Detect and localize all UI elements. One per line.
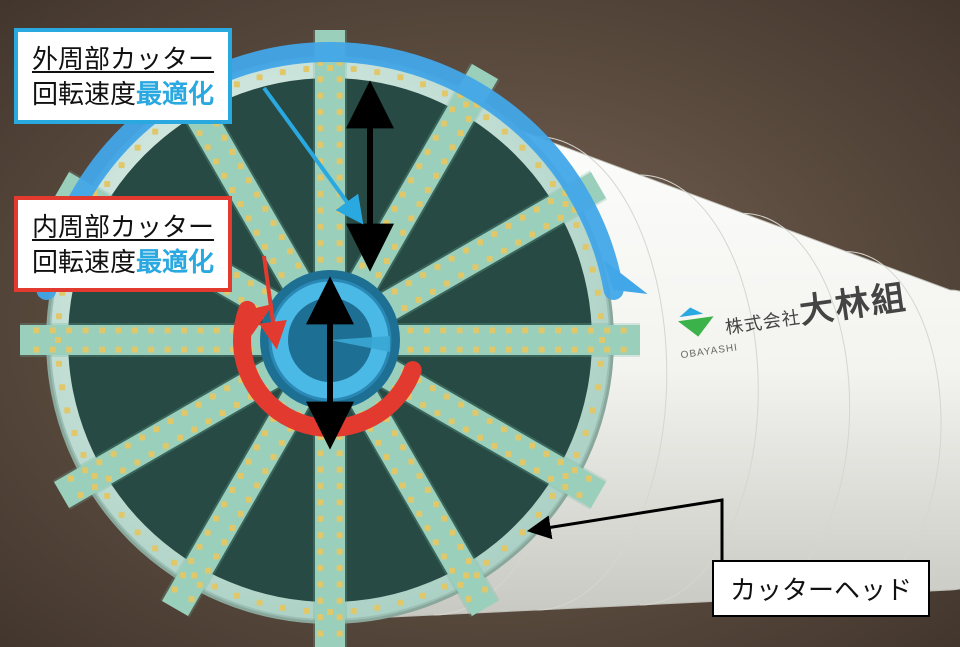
callout-inner-cutter: 内周部カッター 回転速度最適化 <box>14 196 232 292</box>
label-cutterhead-text: カッターヘッド <box>730 575 912 605</box>
callout-inner-accent: 最適化 <box>136 247 214 277</box>
callout-outer-line2: 回転速度最適化 <box>32 77 214 112</box>
callout-outer-cutter: 外周部カッター 回転速度最適化 <box>14 28 232 124</box>
company-logo-icon <box>672 302 721 344</box>
company-jp-small: 株式会社 <box>724 307 802 337</box>
diagram-stage: 外周部カッター 回転速度最適化 内周部カッター 回転速度最適化 カッターヘッド … <box>0 0 960 647</box>
callout-outer-title: 外周部カッター <box>32 42 214 77</box>
callout-outer-prefix: 回転速度 <box>32 79 136 109</box>
callout-inner-prefix: 回転速度 <box>32 247 136 277</box>
callout-outer-accent: 最適化 <box>136 79 214 109</box>
label-cutterhead: カッターヘッド <box>712 560 930 617</box>
callout-inner-title: 内周部カッター <box>32 210 214 245</box>
callout-inner-line2: 回転速度最適化 <box>32 245 214 280</box>
